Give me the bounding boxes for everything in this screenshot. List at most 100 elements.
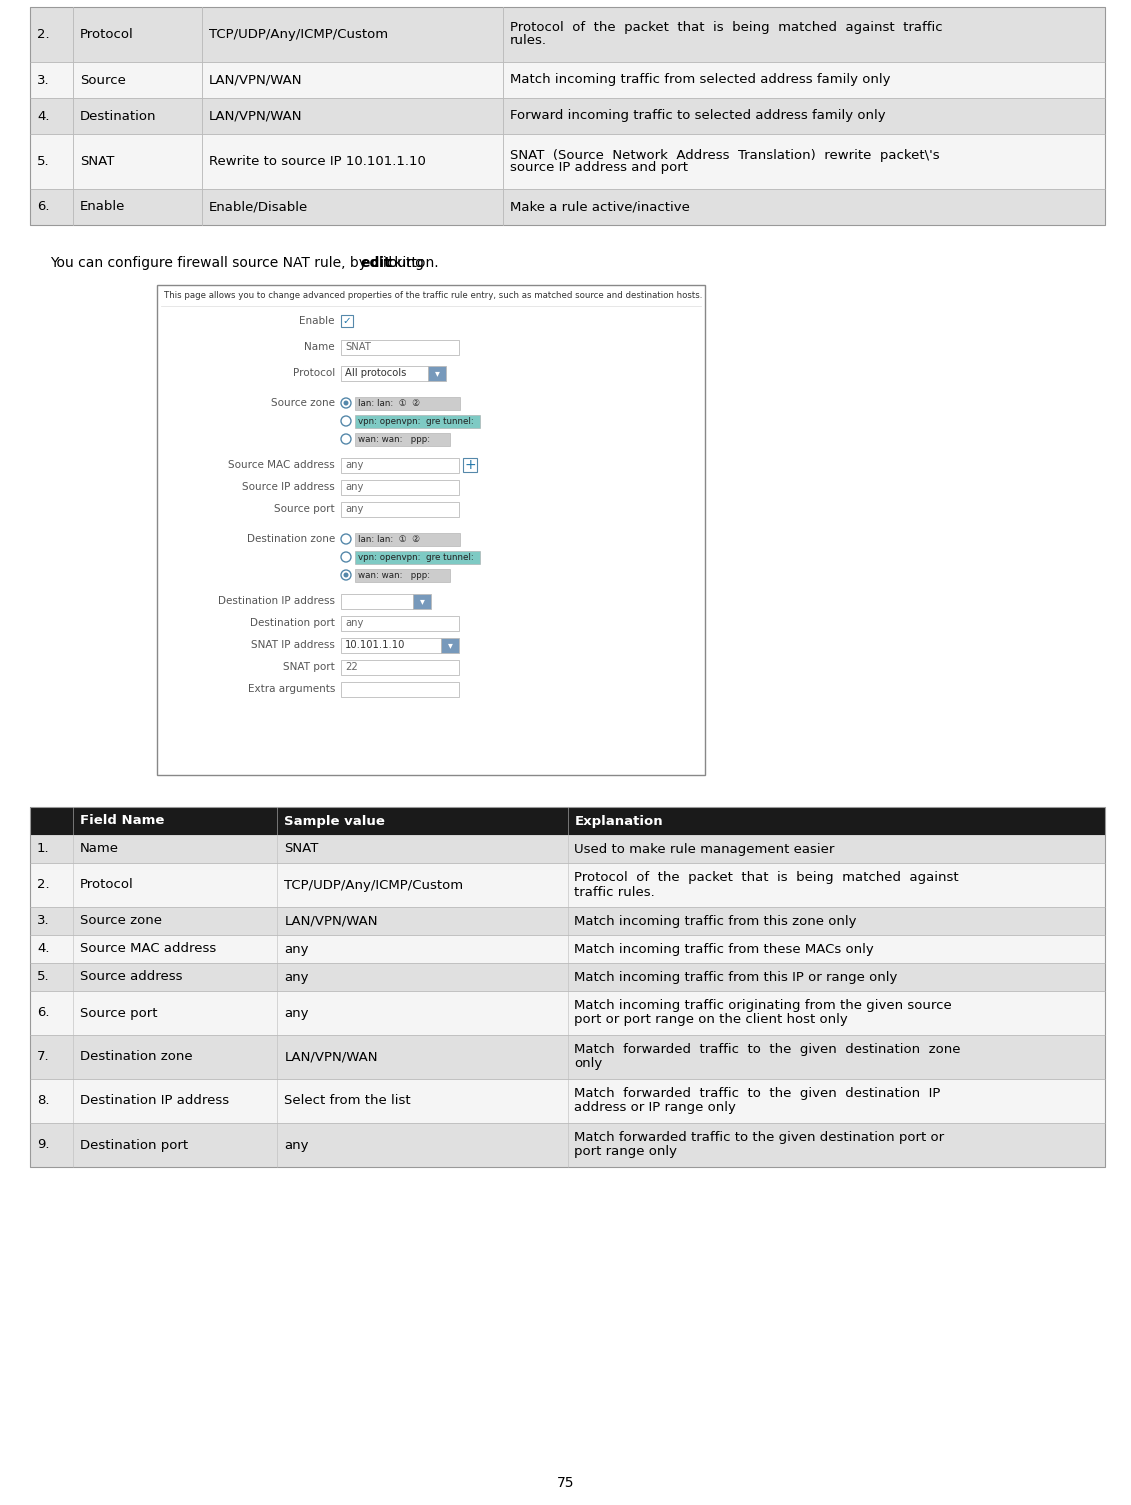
Text: Match incoming traffic from these MACs only: Match incoming traffic from these MACs o… <box>575 942 874 956</box>
Text: TCP/UDP/Any/ICMP/Custom: TCP/UDP/Any/ICMP/Custom <box>209 29 388 41</box>
Bar <box>463 458 477 473</box>
Bar <box>31 935 1105 963</box>
Bar <box>355 551 480 563</box>
Text: vpn: openvpn:  gre tunnel:: vpn: openvpn: gre tunnel: <box>359 552 474 561</box>
Text: Source port: Source port <box>80 1007 157 1019</box>
Text: All protocols: All protocols <box>345 369 406 378</box>
Bar <box>31 1079 1105 1123</box>
Text: traffic rules.: traffic rules. <box>575 885 655 898</box>
Bar <box>342 458 459 473</box>
Circle shape <box>342 552 351 561</box>
Bar <box>31 190 1105 226</box>
Text: SNAT IP address: SNAT IP address <box>251 640 335 650</box>
Text: Destination port: Destination port <box>250 619 335 628</box>
Text: Explanation: Explanation <box>575 814 663 828</box>
Text: any: any <box>284 1138 309 1151</box>
Bar <box>31 990 1105 1035</box>
Text: You can configure firewall source NAT rule, by clicking: You can configure firewall source NAT ru… <box>50 256 429 269</box>
Text: Protocol: Protocol <box>80 879 133 891</box>
Text: Source address: Source address <box>80 971 182 983</box>
Text: Sample value: Sample value <box>284 814 386 828</box>
Circle shape <box>344 400 348 405</box>
Text: 75: 75 <box>556 1476 575 1490</box>
Bar <box>31 1123 1105 1166</box>
Text: 22: 22 <box>345 662 357 673</box>
Bar <box>342 480 459 495</box>
Bar <box>31 62 1105 98</box>
Text: ✓: ✓ <box>343 316 352 327</box>
Text: 4.: 4. <box>37 110 50 122</box>
Text: any: any <box>345 504 363 515</box>
Text: Destination zone: Destination zone <box>247 534 335 543</box>
Text: edit: edit <box>361 256 391 269</box>
Bar <box>428 366 446 381</box>
Text: +: + <box>464 458 476 473</box>
Text: port or port range on the client host only: port or port range on the client host on… <box>575 1013 848 1026</box>
Bar <box>31 1035 1105 1079</box>
Bar <box>31 963 1105 990</box>
Text: LAN/VPN/WAN: LAN/VPN/WAN <box>209 74 302 86</box>
Text: Name: Name <box>80 843 119 855</box>
Bar <box>355 533 460 545</box>
Text: any: any <box>345 461 363 470</box>
Text: Match incoming traffic from selected address family only: Match incoming traffic from selected add… <box>510 74 890 86</box>
Text: Source: Source <box>80 74 126 86</box>
Text: any: any <box>345 482 363 492</box>
Text: rules.: rules. <box>510 35 547 48</box>
Circle shape <box>342 534 351 543</box>
Bar <box>342 682 459 697</box>
Text: source IP address and port: source IP address and port <box>510 161 688 175</box>
Text: 5.: 5. <box>37 971 50 983</box>
Text: Rewrite to source IP 10.101.1.10: Rewrite to source IP 10.101.1.10 <box>209 155 426 169</box>
Bar <box>342 638 441 653</box>
Text: LAN/VPN/WAN: LAN/VPN/WAN <box>209 110 302 122</box>
Text: vpn: openvpn:  gre tunnel:: vpn: openvpn: gre tunnel: <box>359 417 474 426</box>
Text: Source zone: Source zone <box>271 397 335 408</box>
Bar <box>31 98 1105 134</box>
Text: Make a rule active/inactive: Make a rule active/inactive <box>510 200 690 214</box>
Text: Source MAC address: Source MAC address <box>228 461 335 470</box>
Text: 2.: 2. <box>37 879 50 891</box>
Text: Protocol: Protocol <box>80 29 133 41</box>
Text: Forward incoming traffic to selected address family only: Forward incoming traffic to selected add… <box>510 110 886 122</box>
Bar <box>441 638 459 653</box>
Text: only: only <box>575 1058 603 1070</box>
Text: 5.: 5. <box>37 155 50 169</box>
Text: ▾: ▾ <box>448 640 452 650</box>
Text: Destination zone: Destination zone <box>80 1050 192 1064</box>
Circle shape <box>342 397 351 408</box>
Text: Match incoming traffic from this IP or range only: Match incoming traffic from this IP or r… <box>575 971 898 983</box>
Bar <box>342 616 459 631</box>
Text: 3.: 3. <box>37 74 50 86</box>
Bar <box>31 807 1105 835</box>
Text: Match  forwarded  traffic  to  the  given  destination  IP: Match forwarded traffic to the given des… <box>575 1088 941 1100</box>
Bar <box>31 835 1105 862</box>
Text: Select from the list: Select from the list <box>284 1094 411 1108</box>
Bar <box>342 340 459 355</box>
Text: Source MAC address: Source MAC address <box>80 942 216 956</box>
Bar <box>413 593 431 608</box>
Text: Match forwarded traffic to the given destination port or: Match forwarded traffic to the given des… <box>575 1132 944 1144</box>
Text: SNAT: SNAT <box>284 843 319 855</box>
Text: 3.: 3. <box>37 915 50 927</box>
Bar <box>355 414 480 427</box>
Text: SNAT  (Source  Network  Address  Translation)  rewrite  packet\'s: SNAT (Source Network Address Translation… <box>510 149 940 161</box>
Bar <box>342 366 428 381</box>
Text: LAN/VPN/WAN: LAN/VPN/WAN <box>284 915 378 927</box>
Bar <box>342 315 353 327</box>
Text: wan: wan:   ppp:: wan: wan: ppp: <box>359 435 430 444</box>
Circle shape <box>342 433 351 444</box>
Text: Source port: Source port <box>275 504 335 515</box>
Text: SNAT: SNAT <box>80 155 114 169</box>
Text: SNAT port: SNAT port <box>283 662 335 673</box>
Text: lan: lan:  ①  ②: lan: lan: ① ② <box>359 534 420 543</box>
Text: Source zone: Source zone <box>80 915 162 927</box>
Text: Protocol  of  the  packet  that  is  being  matched  against  traffic: Protocol of the packet that is being mat… <box>510 21 942 35</box>
Text: Destination: Destination <box>80 110 156 122</box>
Text: Match incoming traffic from this zone only: Match incoming traffic from this zone on… <box>575 915 857 927</box>
Bar <box>342 659 459 674</box>
Text: wan: wan:   ppp:: wan: wan: ppp: <box>359 570 430 579</box>
Bar <box>355 569 450 581</box>
Text: 8.: 8. <box>37 1094 50 1108</box>
Text: Match  forwarded  traffic  to  the  given  destination  zone: Match forwarded traffic to the given des… <box>575 1043 961 1057</box>
